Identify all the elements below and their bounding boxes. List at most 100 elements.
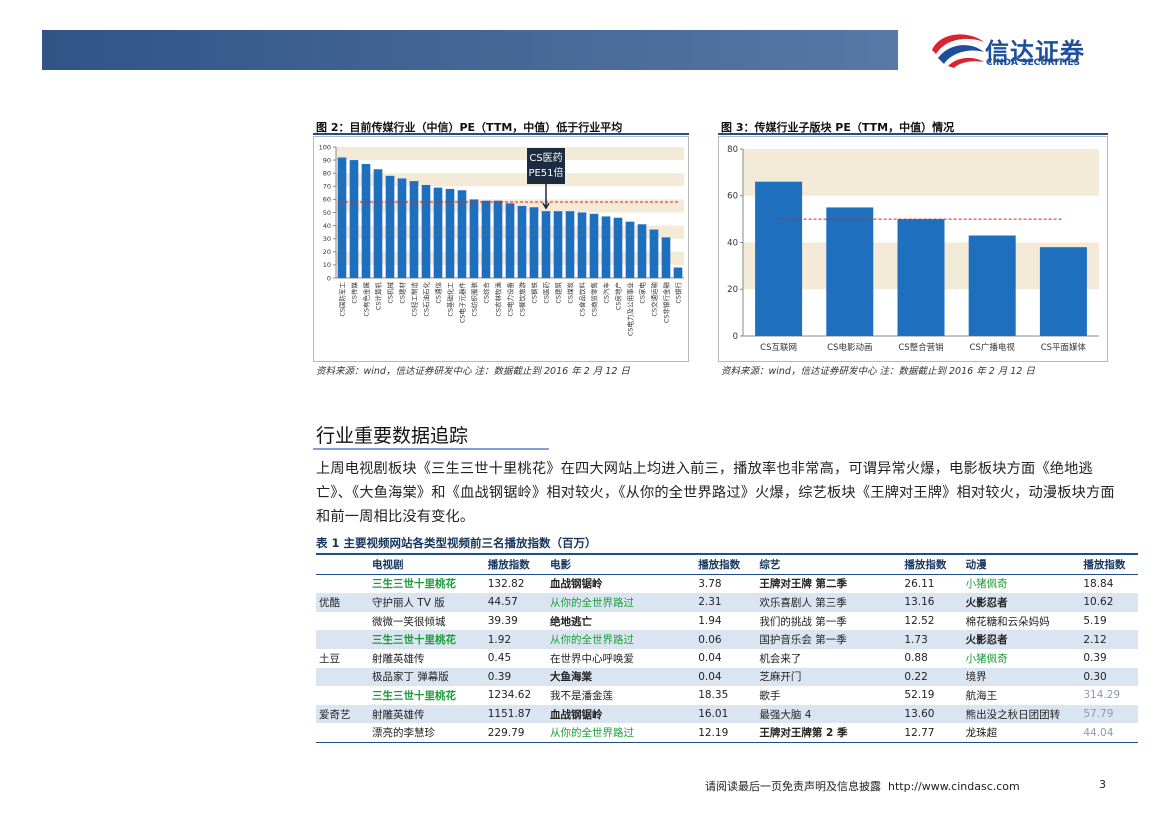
bar bbox=[637, 224, 647, 278]
chart: 0 20 40 60 80 CS互联网 CS电影动画 CS整合营销 CS广播电视 CS平面媒体 bbox=[718, 136, 1108, 362]
x-tick-label: CS整合营销 bbox=[898, 342, 944, 353]
y-tick-label: 40 bbox=[323, 222, 331, 230]
title-cell: 血战钢锯岭 bbox=[549, 578, 603, 591]
title-cell: 从你的全世界路过 bbox=[546, 630, 696, 649]
bar bbox=[541, 211, 551, 278]
title-cell: 我们的挑战 第一季 bbox=[759, 615, 847, 628]
title-cell: 绝地逃亡 bbox=[549, 615, 592, 628]
value-cell: 229.79 bbox=[484, 723, 547, 743]
value-cell: 1.94 bbox=[698, 615, 722, 628]
figure-title: 图 3：传媒行业子版块 PE（TTM，中值）情况 bbox=[721, 121, 955, 134]
bar bbox=[445, 188, 455, 278]
data-table: 电视剧 播放指数 电影 播放指数 综艺 播放指数 动漫 播放指数 三生三世十里桃花 132.82 血… bbox=[316, 552, 1138, 743]
title-cell: 守护丽人 TV 版 bbox=[368, 593, 485, 612]
annotation-arrow bbox=[542, 184, 550, 210]
x-tick-label: CS电力及公用事业 bbox=[626, 282, 635, 337]
table-row: 爱奇艺 射雕英雄传 1151.87 血战钢锯岭 16.01 最强大脑 4 13.60 熊出没之… bbox=[316, 704, 1138, 724]
platform-cell: 优酷 bbox=[316, 593, 369, 612]
x-tick-label: CS综合 bbox=[482, 282, 491, 304]
value-cell: 16.01 bbox=[695, 704, 757, 724]
section-rule bbox=[313, 448, 549, 450]
bar bbox=[493, 200, 503, 278]
footer-disclaimer: 请阅读最后一页免责声明及信息披露 bbox=[705, 780, 881, 793]
x-tick-label: CS医药 bbox=[542, 282, 551, 304]
y-tick-label: 40 bbox=[727, 238, 738, 248]
bar bbox=[826, 207, 874, 336]
title-cell: 大鱼海棠 bbox=[546, 667, 696, 687]
x-tick-label: CS家电 bbox=[638, 282, 647, 304]
title-cell: 龙珠超 bbox=[962, 723, 1081, 743]
annotation-text: CS医药 bbox=[529, 152, 562, 164]
value-cell: 44.04 bbox=[1080, 723, 1138, 743]
title-cell: 境界 bbox=[962, 667, 1081, 687]
platform-cell bbox=[316, 630, 369, 649]
value-cell: 1.92 bbox=[484, 630, 547, 649]
x-tick-label: CS电力设备 bbox=[506, 282, 515, 317]
section-title: 行业重要数据追踪 bbox=[316, 425, 469, 447]
bar bbox=[601, 216, 611, 278]
title-cell: 最强大脑 4 bbox=[756, 704, 902, 724]
y-tick-label: 60 bbox=[323, 196, 331, 204]
platform-cell bbox=[316, 574, 369, 593]
x-tick-label: CS平面媒体 bbox=[1041, 342, 1087, 353]
bar bbox=[755, 181, 803, 336]
bar bbox=[481, 200, 491, 278]
bar bbox=[337, 157, 347, 278]
title-cell: 小猪佩奇 bbox=[965, 578, 1008, 591]
x-tick-label: CS餐饮旅游 bbox=[518, 282, 527, 317]
value-cell: 39.39 bbox=[487, 615, 518, 628]
x-tick-label: CS交通运输 bbox=[650, 282, 659, 317]
y-tick-label: 20 bbox=[323, 248, 331, 256]
title-cell: 微微一笑很倾城 bbox=[371, 615, 446, 628]
bar bbox=[565, 211, 575, 278]
bar bbox=[577, 212, 587, 278]
x-tick-label: CS商贸零售 bbox=[590, 282, 599, 317]
table-title: 表 1 主要视频网站各类型视频前三名播放指数（百万） bbox=[316, 536, 597, 550]
x-tick-label: CS轻工制造 bbox=[410, 282, 419, 317]
value-cell: 0.45 bbox=[487, 652, 512, 665]
y-tick-label: 50 bbox=[323, 209, 331, 217]
bar bbox=[421, 184, 431, 278]
value-cell: 1.73 bbox=[901, 630, 963, 649]
platform-cell bbox=[316, 612, 369, 631]
bar bbox=[385, 175, 395, 278]
value-cell: 13.60 bbox=[901, 704, 963, 724]
x-tick-label: CS非银行金融 bbox=[662, 282, 671, 324]
title-cell: 我不是潘金莲 bbox=[549, 689, 613, 702]
x-tick-label: CS传媒 bbox=[350, 282, 359, 304]
title-cell: 三生三世十里桃花 bbox=[371, 578, 456, 591]
header-cell: 播放指数 bbox=[695, 552, 757, 575]
bar bbox=[373, 169, 383, 278]
title-cell: 芝麻开门 bbox=[756, 667, 902, 687]
table-row: 三生三世十里桃花 1.92 从你的全世界路过 0.06 国护音乐会 第一季 1.73 火影忍… bbox=[316, 630, 1138, 649]
value-cell: 18.84 bbox=[1083, 577, 1114, 590]
title-cell: 欢乐喜剧人 第三季 bbox=[756, 593, 902, 612]
header-cell: 动漫 bbox=[962, 552, 1081, 575]
header-cell: 综艺 bbox=[756, 552, 902, 575]
bar bbox=[505, 203, 515, 278]
title-cell: 三生三世十里桃花 bbox=[371, 689, 456, 702]
y-tick-label: 30 bbox=[323, 235, 331, 243]
table-row: 微微一笑很倾城 39.39 绝地逃亡 1.94 我们的挑战 第一季 12.52 棉花糖和云朵… bbox=[316, 612, 1138, 631]
title-cell: 从你的全世界路过 bbox=[546, 593, 696, 612]
x-tick-label: CS基础化工 bbox=[446, 282, 455, 317]
value-cell: 0.04 bbox=[698, 652, 722, 665]
x-tick-label: CS有色金属 bbox=[362, 282, 371, 317]
title-cell: 航海王 bbox=[965, 689, 998, 702]
platform-cell bbox=[316, 686, 369, 705]
bar bbox=[457, 190, 467, 278]
value-cell: 26.11 bbox=[904, 577, 935, 590]
title-cell: 火影忍者 bbox=[962, 630, 1081, 649]
x-tick-label: CS机械 bbox=[386, 282, 395, 304]
title-cell: 三生三世十里桃花 bbox=[368, 630, 485, 649]
title-cell: 火影忍者 bbox=[962, 593, 1081, 612]
title-cell: 国护音乐会 第一季 bbox=[756, 630, 902, 649]
title-cell: 在世界中心呼唤爱 bbox=[549, 652, 634, 665]
y-tick-label: 100 bbox=[319, 143, 331, 151]
value-cell: 13.16 bbox=[901, 593, 963, 612]
value-cell: 5.19 bbox=[1083, 615, 1107, 628]
x-tick-label: CS煤炭 bbox=[566, 282, 575, 304]
value-cell: 57.79 bbox=[1080, 704, 1138, 724]
bar bbox=[649, 229, 659, 278]
